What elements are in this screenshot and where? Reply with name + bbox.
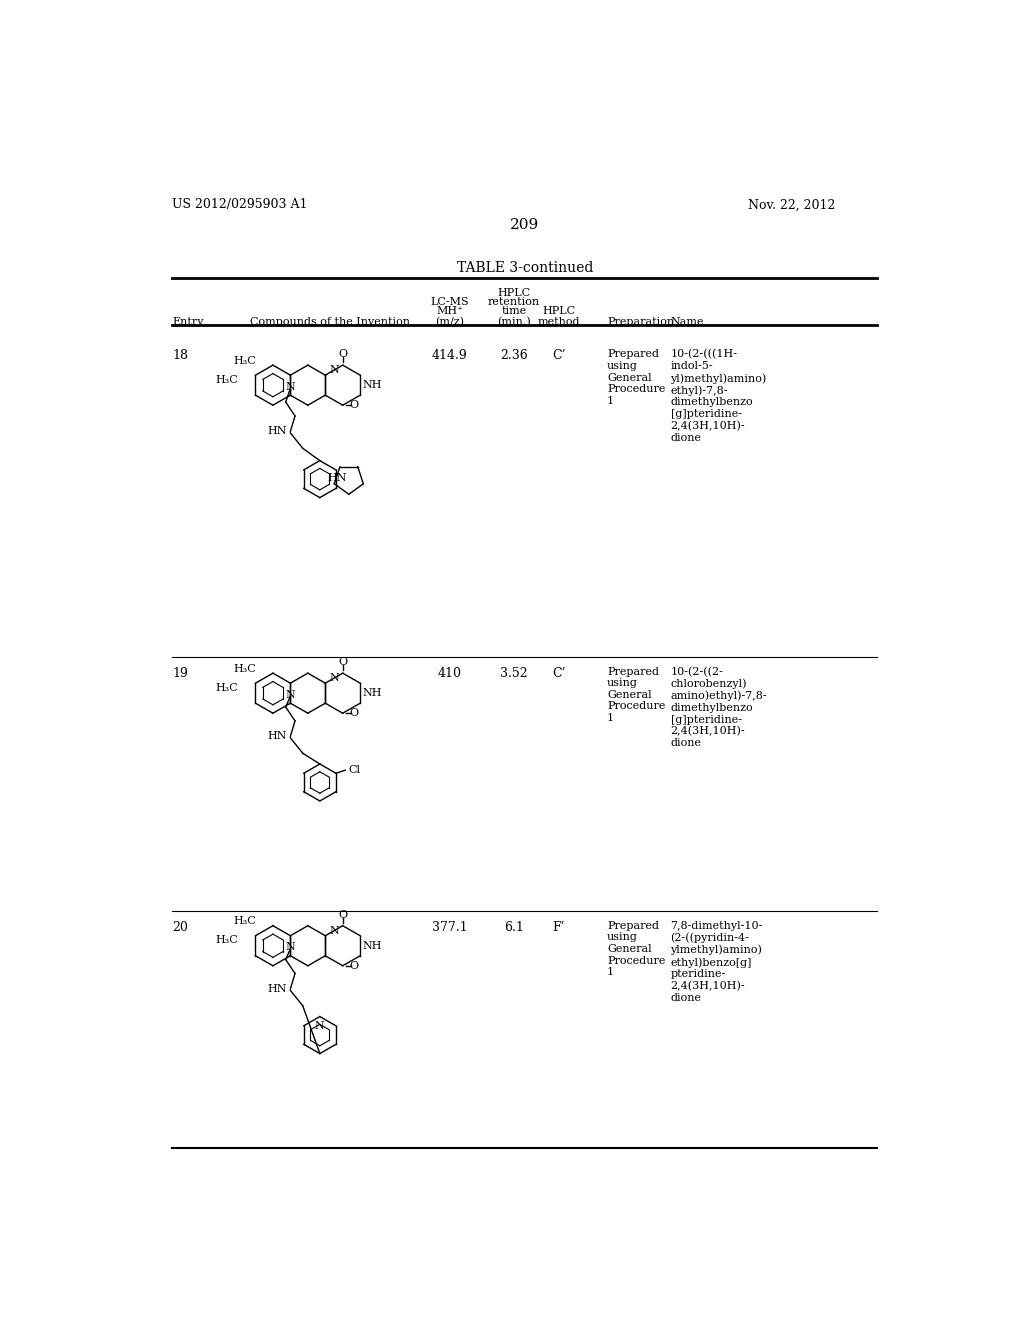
Text: US 2012/0295903 A1: US 2012/0295903 A1 [172, 198, 307, 211]
Text: NH: NH [362, 380, 382, 391]
Text: 10-(2-(((1H-
indol-5-
yl)methyl)amino)
ethyl)-7,8-
dimethylbenzo
[g]pteridine-
2: 10-(2-(((1H- indol-5- yl)methyl)amino) e… [671, 350, 767, 442]
Text: H₃C: H₃C [233, 916, 256, 927]
Text: F’: F’ [553, 921, 565, 933]
Text: 3.52: 3.52 [500, 667, 527, 680]
Text: N: N [315, 1020, 325, 1031]
Text: HN: HN [267, 983, 288, 994]
Text: 2.36: 2.36 [500, 350, 527, 363]
Text: N: N [286, 942, 295, 952]
Text: Prepared
using
General
Procedure
1: Prepared using General Procedure 1 [607, 921, 666, 977]
Text: 7,8-dimethyl-10-
(2-((pyridin-4-
ylmethyl)amino)
ethyl)benzo[g]
pteridine-
2,4(3: 7,8-dimethyl-10- (2-((pyridin-4- ylmethy… [671, 921, 763, 1003]
Text: 377.1: 377.1 [432, 921, 467, 933]
Text: Prepared
using
General
Procedure
1: Prepared using General Procedure 1 [607, 667, 666, 723]
Text: HN: HN [327, 473, 346, 483]
Text: 410: 410 [437, 667, 462, 680]
Text: 20: 20 [172, 921, 188, 933]
Text: Name: Name [671, 317, 705, 327]
Text: HN: HN [267, 426, 288, 437]
Text: Cl: Cl [348, 766, 360, 775]
Text: 6.1: 6.1 [504, 921, 524, 933]
Text: time: time [502, 306, 526, 317]
Text: H₃C: H₃C [216, 375, 239, 385]
Text: O: O [338, 657, 347, 668]
Text: O: O [338, 350, 347, 359]
Text: N: N [286, 690, 295, 700]
Text: N: N [329, 673, 339, 684]
Text: (m/z): (m/z) [435, 317, 464, 327]
Text: O: O [338, 909, 347, 920]
Text: (min.): (min.) [497, 317, 530, 327]
Text: LC-MS: LC-MS [430, 297, 469, 308]
Text: C’: C’ [552, 350, 565, 363]
Text: 10-(2-((2-
chlorobenzyl)
amino)ethyl)-7,8-
dimethylbenzo
[g]pteridine-
2,4(3H,10: 10-(2-((2- chlorobenzyl) amino)ethyl)-7,… [671, 667, 767, 748]
Text: Compounds of the Invention: Compounds of the Invention [250, 317, 410, 327]
Text: O: O [349, 709, 358, 718]
Text: TABLE 3-continued: TABLE 3-continued [457, 261, 593, 275]
Text: Preparation: Preparation [607, 317, 674, 327]
Text: N: N [286, 381, 295, 392]
Text: N: N [329, 366, 339, 375]
Text: HPLC: HPLC [543, 306, 575, 317]
Text: NH: NH [362, 941, 382, 950]
Text: H₃C: H₃C [233, 355, 256, 366]
Text: N: N [329, 925, 339, 936]
Text: HPLC: HPLC [498, 288, 530, 298]
Text: Prepared
using
General
Procedure
1: Prepared using General Procedure 1 [607, 350, 666, 405]
Text: O: O [349, 400, 358, 411]
Text: H₃C: H₃C [216, 682, 239, 693]
Text: 414.9: 414.9 [432, 350, 468, 363]
Text: 209: 209 [510, 218, 540, 232]
Text: C’: C’ [552, 667, 565, 680]
Text: MH⁺: MH⁺ [436, 306, 463, 317]
Text: 18: 18 [172, 350, 188, 363]
Text: H₃C: H₃C [216, 936, 239, 945]
Text: Nov. 22, 2012: Nov. 22, 2012 [748, 198, 836, 211]
Text: Entry: Entry [172, 317, 204, 327]
Text: HN: HN [267, 731, 288, 742]
Text: H₃C: H₃C [233, 664, 256, 673]
Text: method: method [538, 317, 581, 327]
Text: 19: 19 [172, 667, 188, 680]
Text: retention: retention [487, 297, 540, 308]
Text: NH: NH [362, 688, 382, 698]
Text: O: O [349, 961, 358, 970]
